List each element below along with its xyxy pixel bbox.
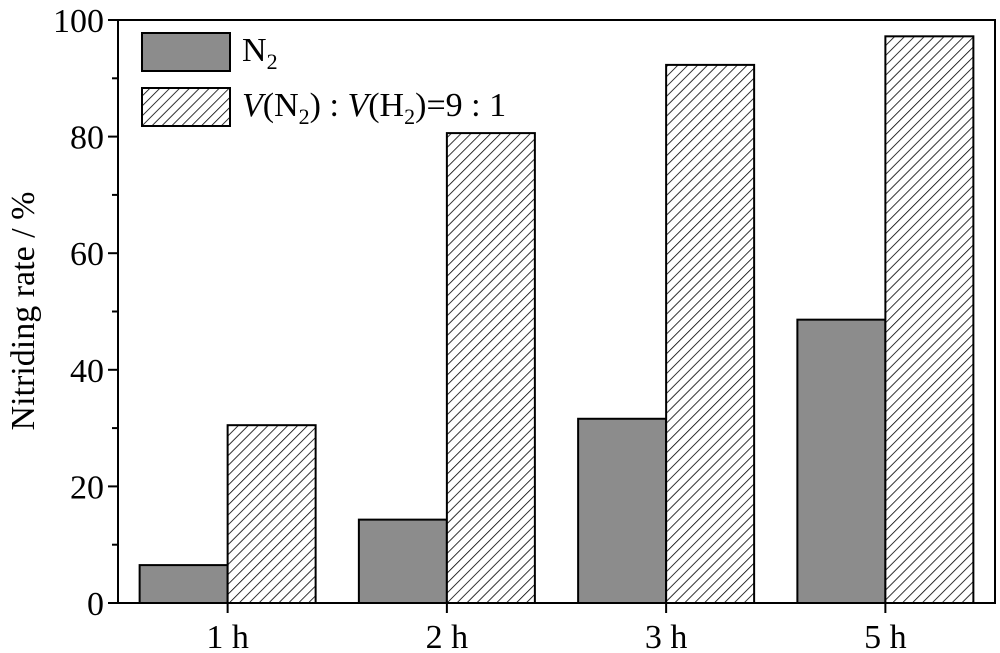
legend-label-mix: V(N2) : V(H2)=9 : 1 — [242, 87, 506, 129]
legend-label-n2: N2 — [242, 32, 278, 74]
bar-n2-4 — [796, 318, 887, 604]
bars-layer — [138, 35, 975, 605]
bar-n2-2 — [357, 518, 448, 604]
y-tick-label: 40 — [70, 353, 104, 390]
y-tick-label: 60 — [70, 236, 104, 273]
bar-mix-2 — [445, 132, 536, 605]
y-tick-label: 80 — [70, 120, 104, 157]
x-tick-label: 3 h — [645, 619, 688, 653]
legend: N2 V(N2) : V(H2)=9 : 1 — [141, 32, 506, 129]
plot-frame — [117, 19, 996, 604]
x-tick-label: 2 h — [426, 619, 469, 653]
legend-swatch-n2 — [141, 32, 231, 72]
x-tick-label: 1 h — [206, 619, 249, 653]
y-tick-label: 20 — [70, 469, 104, 506]
y-axis-title: Nitriding rate / % — [5, 192, 42, 431]
bar-n2-3 — [577, 417, 668, 604]
legend-swatch-mix — [141, 87, 231, 127]
x-tick-label: 5 h — [864, 619, 907, 653]
axes-layer: 1 h 2 h 3 h 5 h 0 20 40 60 80 100 — [53, 3, 996, 653]
bar-mix-1 — [226, 424, 317, 604]
bar-n2-1 — [138, 564, 229, 604]
bar-mix-4 — [884, 35, 975, 605]
y-tick-label: 100 — [53, 3, 104, 40]
bar-mix-3 — [665, 63, 756, 605]
y-tick-label: 0 — [87, 586, 104, 623]
